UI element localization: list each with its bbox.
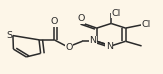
Text: O: O	[66, 43, 73, 52]
Text: Cl: Cl	[111, 9, 121, 18]
Text: O: O	[77, 14, 85, 23]
Text: Cl: Cl	[142, 20, 151, 29]
Text: O: O	[51, 17, 58, 26]
Text: N: N	[106, 42, 113, 51]
Text: N: N	[89, 36, 96, 45]
Text: S: S	[6, 31, 12, 40]
